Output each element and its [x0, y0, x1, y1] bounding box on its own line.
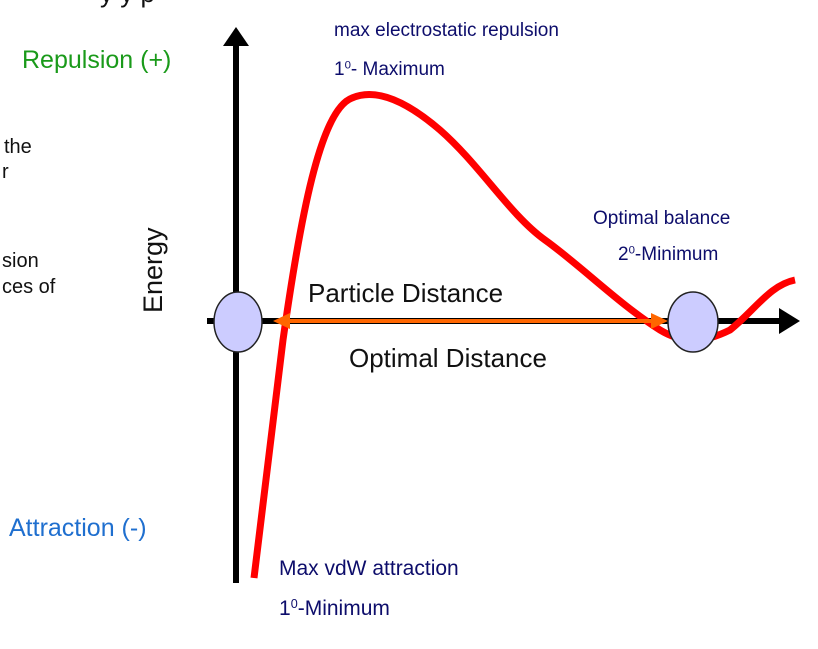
- primary-maximum-annotation: 10- Maximum: [334, 59, 445, 81]
- arrow-right-head-icon: [651, 313, 668, 329]
- primary-minimum-annotation: 10-Minimum: [279, 597, 390, 621]
- energy-axis-label: Energy: [138, 227, 168, 313]
- annotation-number: 1: [334, 59, 345, 80]
- cropped-title-fragment: y y p: [100, 0, 155, 9]
- max-vdw-annotation: Max vdW attraction: [279, 557, 459, 580]
- max-repulsion-annotation: max electrostatic repulsion: [334, 20, 559, 41]
- optimal-distance-label: Optimal Distance: [349, 343, 547, 373]
- attraction-label: Attraction (-): [9, 514, 147, 542]
- cropped-text-fragment: r: [2, 161, 9, 183]
- optimal-balance-annotation: Optimal balance: [593, 208, 731, 229]
- axis-arrowhead-icon: [223, 27, 249, 46]
- distance-axis-label: Particle Distance: [308, 278, 504, 308]
- secondary-minimum-annotation: 20-Minimum: [618, 244, 718, 266]
- particle-right: [667, 291, 719, 353]
- optimal-distance-arrow: [273, 313, 668, 329]
- degree-superscript: 0: [344, 59, 351, 72]
- arrow-left-head-icon: [273, 313, 290, 329]
- particle-left: [213, 291, 263, 353]
- annotation-number: 2: [618, 244, 629, 265]
- energy-curve: [250, 91, 796, 579]
- cropped-text-fragment: sion: [2, 250, 39, 272]
- axis-arrowhead-icon: [779, 308, 800, 334]
- repulsion-label: Repulsion (+): [22, 46, 172, 74]
- degree-superscript: 0: [628, 244, 635, 257]
- annotation-text: -Minimum: [634, 244, 719, 265]
- degree-superscript: 0: [290, 597, 298, 612]
- cropped-text-fragment: the: [4, 136, 32, 158]
- annotation-text: -Minimum: [297, 597, 390, 620]
- cropped-text-fragment: ces of: [2, 276, 56, 298]
- annotation-number: 1: [279, 597, 291, 620]
- annotation-text: - Maximum: [350, 59, 445, 80]
